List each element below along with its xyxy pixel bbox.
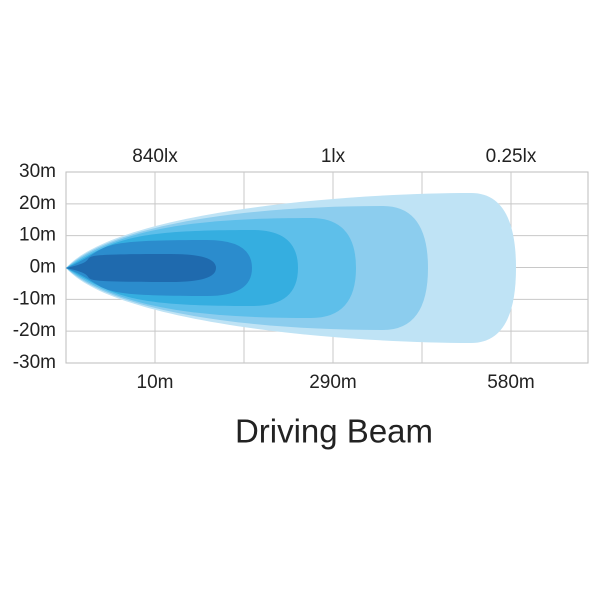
y-label: -20m — [13, 320, 56, 341]
illuminance-label: 1lx — [321, 146, 346, 167]
beam-pattern — [66, 193, 516, 343]
y-label: 10m — [19, 225, 56, 246]
distance-label: 290m — [309, 372, 357, 393]
y-label: -30m — [13, 352, 56, 373]
illuminance-label: 840lx — [132, 146, 178, 167]
y-label: 20m — [19, 193, 56, 214]
distance-label: 580m — [487, 372, 535, 393]
distance-label: 10m — [137, 372, 174, 393]
y-label: -10m — [13, 288, 56, 309]
y-label: 0m — [30, 257, 56, 278]
beam-zone — [66, 254, 216, 282]
illuminance-label: 0.25lx — [486, 146, 537, 167]
title: Driving Beam — [235, 413, 433, 450]
y-label: 30m — [19, 161, 56, 182]
labels: 30m 20m 10m 0m -10m -20m -30m 840lx 10m 1lx 290m 0.… — [13, 146, 537, 393]
